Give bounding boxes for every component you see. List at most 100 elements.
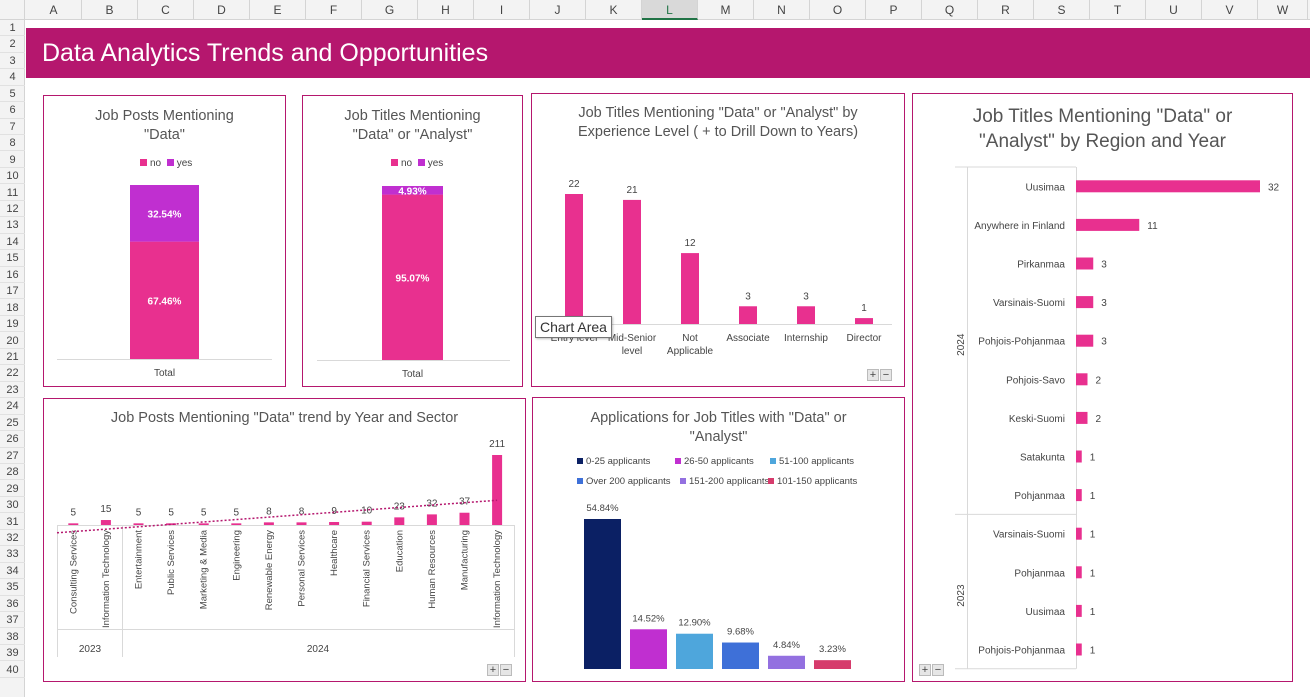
row-header-39[interactable]: 39	[0, 645, 25, 662]
bar-9[interactable]	[361, 521, 372, 525]
zoom-in-button[interactable]: +	[487, 664, 499, 676]
row-header-20[interactable]: 20	[0, 333, 25, 349]
row-header-36[interactable]: 36	[0, 596, 25, 613]
bar-5[interactable]	[1076, 373, 1088, 386]
column-header-B[interactable]: B	[82, 0, 138, 20]
row-header-31[interactable]: 31	[0, 514, 25, 530]
row-header-28[interactable]: 28	[0, 464, 25, 481]
bar-1[interactable]	[623, 199, 641, 324]
row-header-14[interactable]: 14	[0, 234, 25, 251]
bar-3[interactable]	[1076, 296, 1094, 309]
row-header-5[interactable]: 5	[0, 86, 25, 103]
chart-region-year[interactable]: Job Titles Mentioning "Data" or "Analyst…	[912, 93, 1293, 682]
column-header-F[interactable]: F	[306, 0, 362, 20]
row-header-32[interactable]: 32	[0, 530, 25, 547]
bar-2[interactable]	[1076, 257, 1094, 270]
bar-1[interactable]	[100, 520, 111, 525]
row-header-33[interactable]: 33	[0, 546, 25, 563]
zoom-in-button[interactable]: +	[867, 369, 879, 381]
row-header-26[interactable]: 26	[0, 431, 25, 448]
bar-2[interactable]	[681, 253, 699, 324]
row-header-34[interactable]: 34	[0, 563, 25, 580]
bar-7[interactable]	[296, 522, 307, 525]
row-header-15[interactable]: 15	[0, 250, 25, 267]
row-header-19[interactable]: 19	[0, 316, 25, 333]
column-header-S[interactable]: S	[1034, 0, 1090, 20]
row-header-25[interactable]: 25	[0, 415, 25, 432]
row-header-6[interactable]: 6	[0, 102, 25, 119]
bar-4[interactable]	[198, 523, 209, 525]
column-header-O[interactable]: O	[810, 0, 866, 20]
row-header-40[interactable]: 40	[0, 662, 25, 678]
row-header-9[interactable]: 9	[0, 152, 25, 168]
legend-swatch[interactable]	[577, 478, 583, 484]
bar-13[interactable]	[492, 455, 503, 525]
column-header-V[interactable]: V	[1202, 0, 1258, 20]
zoom-out-button[interactable]: −	[932, 664, 944, 676]
row-header-35[interactable]: 35	[0, 579, 25, 596]
bar-1[interactable]	[1076, 218, 1140, 231]
bar-2[interactable]	[133, 523, 144, 525]
column-header-I[interactable]: I	[474, 0, 530, 20]
bar-8[interactable]	[329, 522, 340, 525]
row-header-27[interactable]: 27	[0, 448, 25, 464]
bar-3[interactable]	[722, 642, 759, 669]
row-header-7[interactable]: 7	[0, 119, 25, 135]
row-header-2[interactable]: 2	[0, 36, 25, 53]
legend-swatch[interactable]	[577, 458, 583, 464]
bar-7[interactable]	[1076, 450, 1082, 463]
bar-11[interactable]	[426, 514, 437, 525]
bar-8[interactable]	[1076, 489, 1082, 502]
row-header-4[interactable]: 4	[0, 69, 25, 86]
row-header-12[interactable]: 12	[0, 201, 25, 218]
column-header-W[interactable]: W	[1258, 0, 1308, 20]
bar-11[interactable]	[1076, 604, 1082, 617]
bar-5[interactable]	[855, 318, 873, 324]
column-header-G[interactable]: G	[362, 0, 418, 20]
column-header-C[interactable]: C	[138, 0, 194, 20]
bar-10[interactable]	[394, 517, 405, 525]
column-header-H[interactable]: H	[418, 0, 474, 20]
row-header-38[interactable]: 38	[0, 629, 25, 645]
bar-12[interactable]	[459, 512, 470, 525]
legend-swatch[interactable]	[770, 458, 776, 464]
row-header-22[interactable]: 22	[0, 365, 25, 382]
column-header-R[interactable]: R	[978, 0, 1034, 20]
chart-applications[interactable]: Applications for Job Titles with "Data" …	[532, 397, 905, 682]
row-header-3[interactable]: 3	[0, 53, 25, 70]
row-header-24[interactable]: 24	[0, 398, 25, 415]
bar-0[interactable]	[584, 519, 621, 669]
column-header-L[interactable]: L	[642, 0, 698, 20]
row-header-11[interactable]: 11	[0, 185, 25, 201]
column-header-Q[interactable]: Q	[922, 0, 978, 20]
bar-4[interactable]	[768, 655, 805, 669]
bar-0[interactable]	[565, 194, 583, 324]
bar-4[interactable]	[1076, 334, 1094, 347]
column-header-K[interactable]: K	[586, 0, 642, 20]
row-header-18[interactable]: 18	[0, 300, 25, 316]
column-header-P[interactable]: P	[866, 0, 922, 20]
bar-2[interactable]	[676, 633, 713, 669]
row-header-30[interactable]: 30	[0, 497, 25, 514]
bar-no[interactable]	[382, 194, 443, 360]
bar-12[interactable]	[1076, 643, 1082, 656]
bar-5[interactable]	[814, 660, 851, 669]
column-header-M[interactable]: M	[698, 0, 754, 20]
row-header-10[interactable]: 10	[0, 168, 25, 185]
bar-0[interactable]	[1076, 180, 1260, 193]
row-header-29[interactable]: 29	[0, 481, 25, 497]
bar-10[interactable]	[1076, 566, 1082, 579]
chart-sector-trend[interactable]: Job Posts Mentioning "Data" trend by Yea…	[43, 398, 526, 682]
bar-3[interactable]	[739, 306, 757, 324]
column-header-T[interactable]: T	[1090, 0, 1146, 20]
column-header-U[interactable]: U	[1146, 0, 1202, 20]
chart-experience-level[interactable]: Job Titles Mentioning "Data" or "Analyst…	[531, 93, 905, 387]
column-header-E[interactable]: E	[250, 0, 306, 20]
column-header-N[interactable]: N	[754, 0, 810, 20]
column-header-D[interactable]: D	[194, 0, 250, 20]
bar-6[interactable]	[263, 522, 274, 525]
zoom-out-button[interactable]: −	[500, 664, 512, 676]
bar-5[interactable]	[231, 523, 242, 525]
row-header-1[interactable]: 1	[0, 20, 25, 37]
column-header-A[interactable]: A	[26, 0, 82, 20]
